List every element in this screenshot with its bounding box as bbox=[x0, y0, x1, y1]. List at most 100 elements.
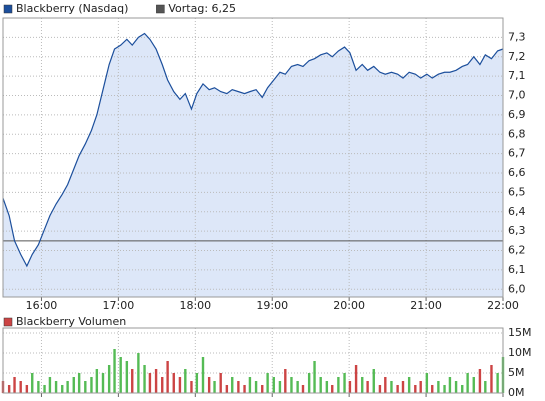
volume-bar bbox=[37, 381, 40, 393]
volume-bar bbox=[414, 385, 417, 393]
y-tick-label: 6,2 bbox=[508, 244, 526, 257]
legend-swatch bbox=[156, 4, 165, 14]
volume-bar bbox=[72, 377, 75, 393]
volume-bar bbox=[225, 385, 229, 393]
volume-bar bbox=[496, 373, 499, 393]
y-tick-label: 15M bbox=[508, 326, 532, 339]
volume-bar bbox=[307, 373, 311, 393]
legend-label: Blackberry Volumen bbox=[16, 315, 126, 328]
y-tick-label: 0M bbox=[508, 386, 525, 399]
volume-bar bbox=[207, 377, 211, 393]
legend-label: Vortag: 6,25 bbox=[168, 2, 236, 15]
volume-bar bbox=[248, 377, 252, 393]
x-tick-label: 16:00 bbox=[26, 299, 58, 312]
y-tick-label: 7,2 bbox=[508, 50, 526, 63]
volume-bar bbox=[313, 361, 316, 393]
y-tick-label: 7,1 bbox=[508, 69, 526, 82]
volume-bar bbox=[378, 385, 382, 393]
y-tick-label: 6,5 bbox=[508, 185, 526, 198]
x-tick-label: 22:00 bbox=[487, 299, 519, 312]
volume-bar bbox=[301, 385, 305, 393]
volume-bar bbox=[66, 381, 69, 393]
volume-bar bbox=[166, 361, 169, 393]
volume-bar bbox=[213, 381, 216, 393]
volume-bar bbox=[237, 381, 240, 393]
volume-bar bbox=[54, 381, 58, 393]
volume-bar bbox=[172, 373, 175, 393]
volume-bar bbox=[195, 373, 199, 393]
volume-bar bbox=[366, 381, 369, 393]
volume-bar bbox=[343, 373, 346, 393]
x-tick-label: 21:00 bbox=[410, 299, 442, 312]
volume-bar bbox=[284, 369, 287, 393]
volume-bar bbox=[266, 373, 269, 393]
plot-frame bbox=[2, 327, 504, 394]
y-tick-label: 7,0 bbox=[508, 89, 526, 102]
volume-bar bbox=[319, 377, 322, 393]
volume-bar bbox=[31, 373, 34, 393]
volume-bar bbox=[437, 381, 440, 393]
volume-bar bbox=[48, 377, 52, 393]
volume-bar bbox=[425, 373, 429, 393]
volume-bar bbox=[278, 381, 282, 393]
volume-bar bbox=[443, 385, 446, 393]
y-tick-label: 6,1 bbox=[508, 263, 526, 276]
volume-bar bbox=[461, 385, 464, 393]
x-tick-label: 19:00 bbox=[256, 299, 288, 312]
volume-bar bbox=[143, 365, 146, 393]
volume-bar bbox=[77, 373, 81, 393]
y-tick-label: 6,0 bbox=[508, 282, 526, 295]
volume-bar bbox=[161, 377, 164, 393]
x-tick-label: 20:00 bbox=[333, 299, 365, 312]
volume-bar bbox=[454, 381, 458, 393]
y-tick-label: 6,4 bbox=[508, 205, 526, 218]
volume-bar bbox=[148, 373, 152, 393]
volume-bar bbox=[201, 357, 205, 393]
volume-bar bbox=[13, 377, 16, 393]
volume-bar bbox=[384, 377, 387, 393]
volume-bar bbox=[390, 381, 393, 393]
volume-bar bbox=[478, 369, 482, 393]
volume-bar bbox=[372, 369, 375, 393]
volume-bar bbox=[466, 373, 469, 393]
volume-bar bbox=[7, 385, 11, 393]
volume-bar bbox=[354, 365, 358, 393]
volume-bar bbox=[254, 381, 258, 393]
price-line bbox=[2, 32, 504, 268]
y-tick-label: 6,7 bbox=[508, 147, 526, 160]
volume-bar bbox=[25, 385, 29, 393]
area-fill bbox=[3, 33, 503, 297]
volume-bar bbox=[125, 361, 129, 393]
volume-bar bbox=[419, 381, 422, 393]
volume-bar bbox=[472, 377, 475, 393]
volume-bar bbox=[84, 381, 87, 393]
volume-bar bbox=[337, 377, 340, 393]
volume-bar bbox=[431, 385, 434, 393]
volume-bar bbox=[137, 353, 140, 393]
volume-bar bbox=[101, 373, 105, 393]
volume-bar bbox=[19, 381, 22, 393]
volume-bar bbox=[272, 377, 275, 393]
volume-bar bbox=[113, 349, 116, 393]
volume-bar bbox=[178, 377, 182, 393]
y-tick-label: 5M bbox=[508, 366, 525, 379]
volume-bar bbox=[331, 385, 334, 393]
volume-bar bbox=[243, 385, 246, 393]
volume-bar bbox=[407, 377, 411, 393]
volume-bar bbox=[61, 385, 64, 393]
y-tick-label: 6,9 bbox=[508, 108, 526, 121]
volume-bar bbox=[448, 377, 452, 393]
y-tick-label: 6,8 bbox=[508, 127, 526, 140]
volume-bar bbox=[396, 385, 399, 393]
x-tick-label: 18:00 bbox=[179, 299, 211, 312]
volume-bar bbox=[296, 381, 299, 393]
volume-bar bbox=[231, 377, 234, 393]
volume-bar bbox=[190, 381, 193, 393]
y-tick-label: 6,6 bbox=[508, 166, 526, 179]
y-tick-label: 10M bbox=[508, 346, 532, 359]
volume-bar bbox=[219, 373, 222, 393]
volume-bar bbox=[361, 377, 364, 393]
volume-bar bbox=[490, 365, 493, 393]
volume-bar bbox=[95, 369, 99, 393]
